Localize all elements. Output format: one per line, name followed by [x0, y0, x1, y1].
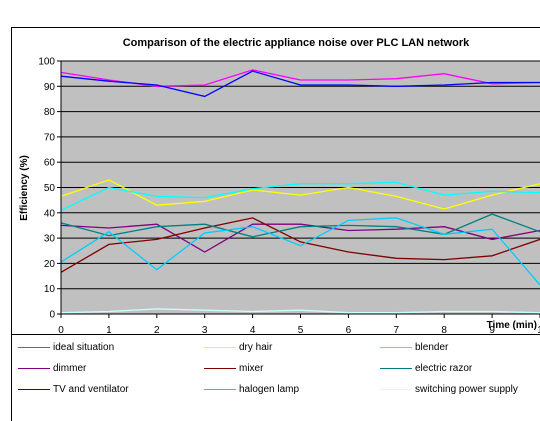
- gridlines: [61, 60, 540, 290]
- legend-item: blender: [380, 339, 448, 355]
- y-tick-label: 60: [44, 158, 56, 169]
- series-line-3: [60, 181, 540, 211]
- legend-label: TV and ventilator: [53, 383, 129, 395]
- y-tick-label: 30: [44, 234, 56, 245]
- legend-item: TV and ventilator: [18, 381, 129, 397]
- legend-label: halogen lamp: [239, 383, 300, 395]
- legend-item: ideal situation: [18, 339, 114, 355]
- legend-label: dimmer: [53, 362, 87, 374]
- y-tick-label: 20: [44, 259, 56, 270]
- legend-label: ideal situation: [53, 341, 115, 353]
- legend-label: dry hair: [239, 341, 273, 353]
- legend-item: halogen lamp: [204, 381, 299, 397]
- y-tick-label: 100: [38, 57, 55, 68]
- legend-item: dimmer: [18, 360, 86, 376]
- series-line-5: [60, 217, 540, 273]
- x-tick-label: 2: [154, 325, 160, 336]
- series-line-7: [60, 70, 540, 98]
- y-tick-label: 70: [44, 132, 56, 143]
- x-tick-label: 1: [537, 325, 540, 336]
- legend-label: mixer: [239, 362, 264, 374]
- x-tick-label: 4: [250, 325, 256, 336]
- x-tick-label: 0: [58, 325, 64, 336]
- y-tick-label: 50: [44, 183, 56, 194]
- legend-swatch: [204, 388, 236, 390]
- series-line-9: [60, 308, 540, 314]
- legend-item: mixer: [204, 360, 263, 376]
- legend-label: blender: [415, 341, 449, 353]
- y-tick-labels: 0 10 20 30 40 50 60 70 80 90 100: [38, 57, 55, 321]
- x-tick-label: 3: [202, 325, 208, 336]
- legend-swatch: [380, 367, 412, 369]
- y-axis-label: Efficiency (%): [19, 155, 30, 221]
- legend-item: dry hair: [204, 339, 272, 355]
- legend-swatch: [204, 367, 236, 369]
- legend-swatch: [18, 346, 50, 348]
- legend-label: electric razor: [415, 362, 473, 374]
- axes: [57, 60, 540, 318]
- legend-swatch: [204, 346, 236, 348]
- legend-item: electric razor: [380, 360, 472, 376]
- x-axis-label: Time (min): [487, 320, 537, 331]
- chart-title: Comparison of the electric appliance noi…: [123, 37, 470, 49]
- y-tick-label: 40: [44, 208, 56, 219]
- legend-swatch: [380, 346, 412, 348]
- y-tick-label: 80: [44, 107, 56, 118]
- legend: ideal situation dry hair blender dimmer mixe…: [11, 334, 540, 421]
- x-tick-label: 1: [106, 325, 112, 336]
- series-line-6: [60, 213, 540, 238]
- legend-swatch: [380, 388, 412, 390]
- series-line-2: [60, 179, 540, 210]
- x-tick-label: 8: [441, 325, 447, 336]
- series-layer: [60, 69, 540, 314]
- series-line-4: [60, 223, 540, 253]
- legend-item: switching power supply: [380, 381, 518, 397]
- legend-swatch: [18, 388, 50, 390]
- y-tick-label: 10: [44, 284, 56, 295]
- y-tick-label: 90: [44, 82, 56, 93]
- legend-label: switching power supply: [415, 383, 518, 395]
- x-tick-labels: 0 1 2 3 4 5 6 7 8 9 1: [58, 325, 540, 336]
- series-line-8: [60, 217, 540, 286]
- x-tick-label: 9: [489, 325, 495, 336]
- legend-swatch: [18, 367, 50, 369]
- x-tick-label: 7: [394, 325, 400, 336]
- x-tick-label: 6: [346, 325, 352, 336]
- y-tick-label: 0: [49, 310, 55, 321]
- x-tick-label: 5: [298, 325, 304, 336]
